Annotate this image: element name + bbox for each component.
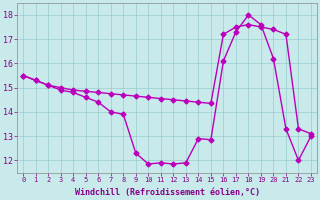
X-axis label: Windchill (Refroidissement éolien,°C): Windchill (Refroidissement éolien,°C) — [75, 188, 260, 197]
